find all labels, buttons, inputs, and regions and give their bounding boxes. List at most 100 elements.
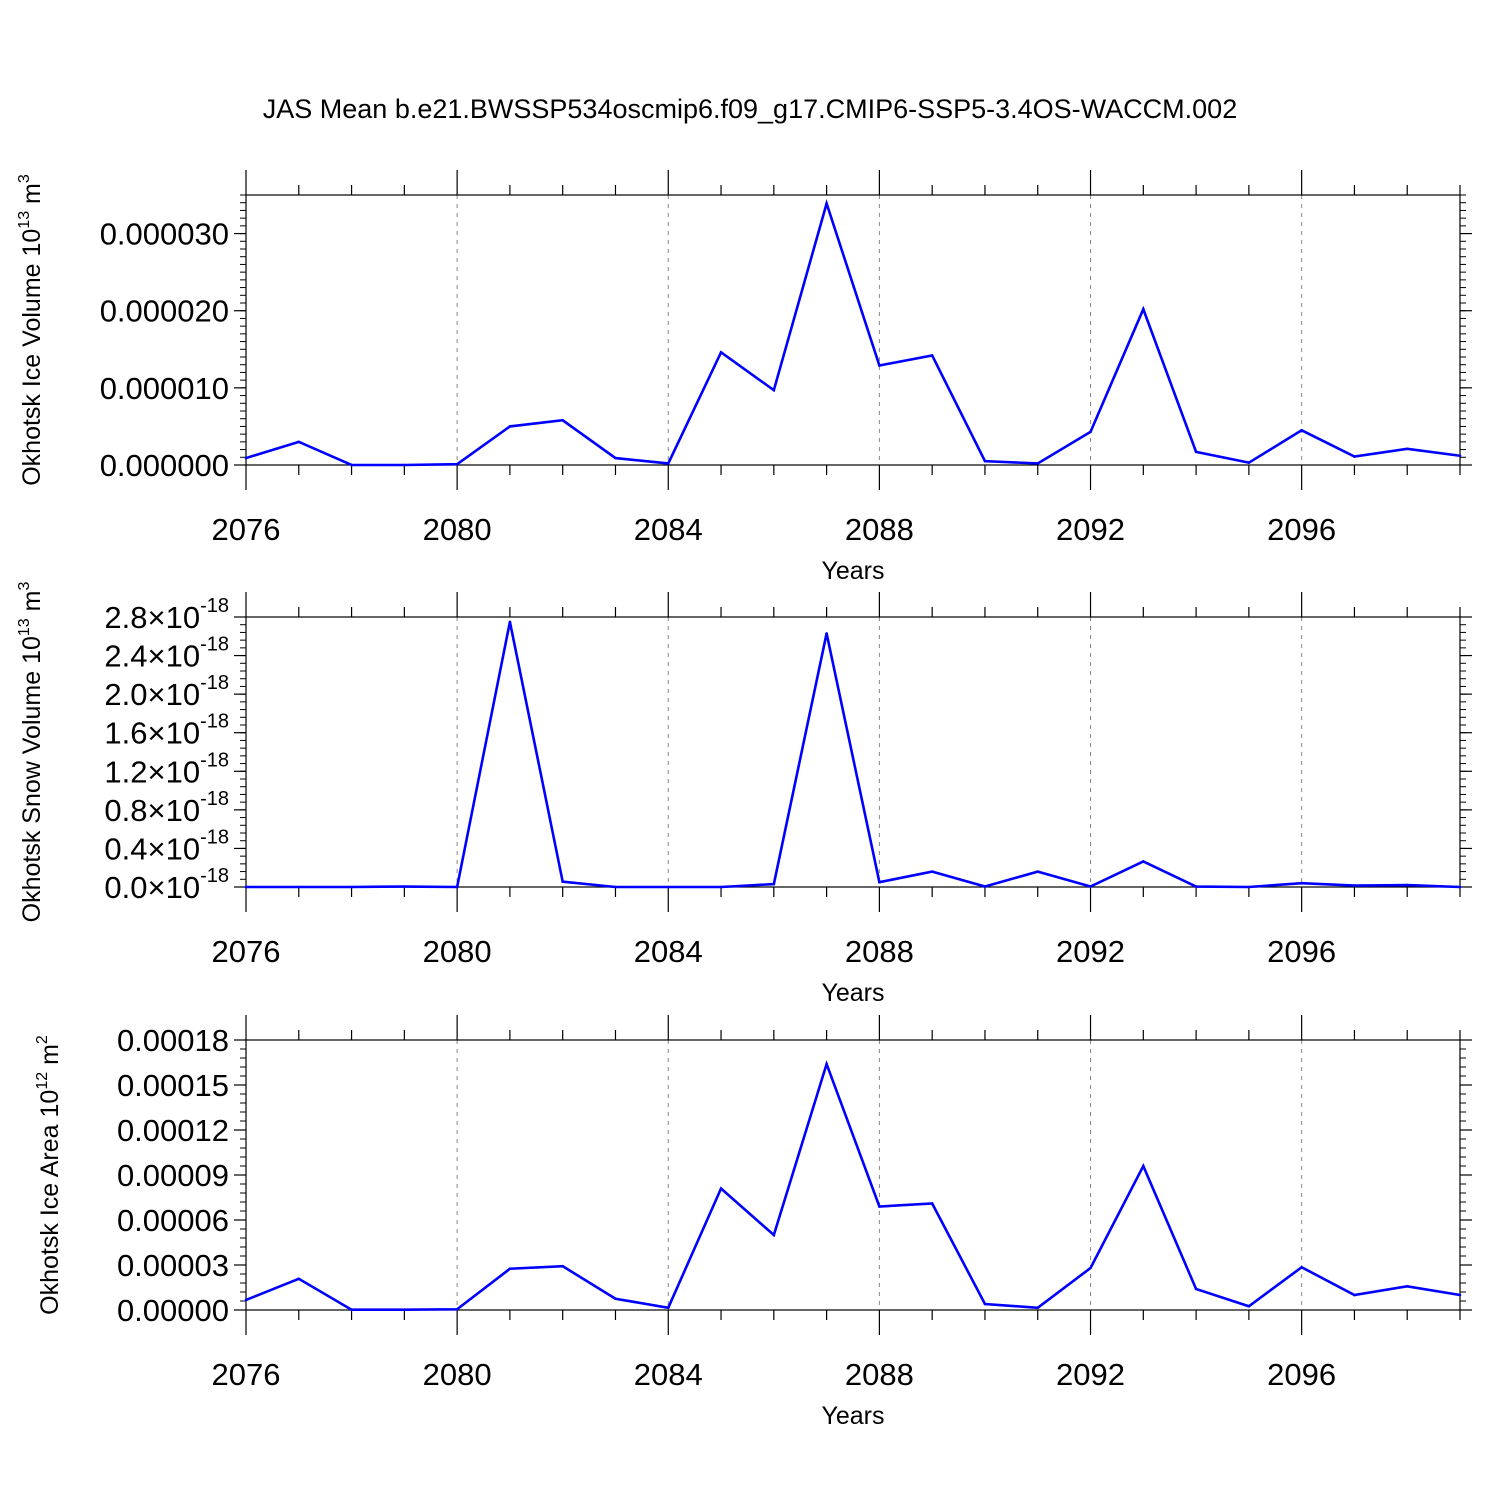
data-point bbox=[983, 1302, 987, 1306]
y-tick-label: 0.000030 bbox=[100, 217, 229, 252]
data-point bbox=[455, 885, 459, 889]
data-point bbox=[244, 1298, 248, 1302]
data-point bbox=[1089, 430, 1092, 434]
data-point bbox=[1458, 1293, 1462, 1297]
series-line bbox=[245, 199, 1461, 467]
x-tick-label: 2096 bbox=[1267, 1357, 1336, 1392]
data-point bbox=[772, 882, 776, 886]
data-point bbox=[983, 459, 987, 463]
y-tick-label: 0.000010 bbox=[100, 371, 229, 406]
data-point bbox=[719, 885, 723, 889]
chart-panel-3: 2076 2080 2084 2088 2092 2096 Years 0.00000 0.00… bbox=[34, 1015, 1472, 1430]
data-point bbox=[1405, 1285, 1409, 1288]
y-tick-label: 1.6×10-18 bbox=[104, 711, 229, 751]
y-tick-label: 0.8×10-18 bbox=[104, 788, 229, 828]
x-tick-label: 2096 bbox=[1267, 934, 1336, 969]
data-point bbox=[1353, 1293, 1356, 1297]
data-point bbox=[1036, 462, 1040, 465]
chart-panel-2: 2076 2080 2084 2088 2092 2096Years0.0×10-180.… bbox=[16, 582, 1472, 1007]
x-tick-label: 2084 bbox=[634, 934, 703, 969]
y-tick-label: 0.00015 bbox=[117, 1068, 229, 1103]
data-point bbox=[350, 1308, 353, 1311]
data-point bbox=[719, 1187, 723, 1190]
data-point bbox=[614, 885, 617, 889]
y-tick-label: 0.000020 bbox=[100, 294, 229, 329]
data-point bbox=[561, 880, 564, 883]
data-point bbox=[614, 1297, 617, 1301]
data-point bbox=[403, 1308, 406, 1311]
data-point bbox=[1089, 885, 1092, 888]
data-point bbox=[297, 1277, 301, 1281]
data-point bbox=[1405, 447, 1409, 451]
data-point bbox=[614, 456, 617, 460]
data-point bbox=[1353, 455, 1356, 458]
data-point bbox=[455, 1307, 459, 1311]
x-tick-label: 2088 bbox=[845, 512, 914, 547]
x-tick-label: 2076 bbox=[212, 1357, 281, 1392]
data-point bbox=[455, 462, 459, 466]
x-axis-label: Years bbox=[821, 1402, 884, 1430]
data-point bbox=[825, 632, 828, 635]
data-point bbox=[1194, 450, 1198, 454]
data-point bbox=[350, 885, 353, 889]
x-tick-label: 2092 bbox=[1056, 1357, 1125, 1392]
y-tick-label: 0.00009 bbox=[117, 1158, 229, 1193]
data-point bbox=[930, 1202, 934, 1205]
data-point bbox=[772, 1233, 776, 1237]
data-point bbox=[1247, 1304, 1251, 1308]
data-point bbox=[1036, 1306, 1040, 1310]
data-point bbox=[719, 351, 723, 354]
y-tick-label: 0.00003 bbox=[117, 1248, 229, 1283]
data-point bbox=[244, 885, 248, 889]
plot-frame bbox=[245, 616, 1461, 888]
data-point bbox=[825, 202, 828, 205]
data-point bbox=[508, 620, 512, 624]
data-point bbox=[1405, 883, 1409, 887]
x-tick-label: 2076 bbox=[212, 512, 281, 547]
data-point bbox=[1300, 428, 1303, 432]
data-point bbox=[825, 1062, 828, 1066]
x-tick-label: 2088 bbox=[845, 1357, 914, 1392]
data-point bbox=[1142, 860, 1145, 863]
data-point bbox=[1458, 885, 1462, 889]
data-point bbox=[403, 885, 406, 888]
data-point bbox=[930, 354, 934, 357]
data-point bbox=[666, 885, 670, 889]
figure-title: JAS Mean b.e21.BWSSP534oscmip6.f09_g17.C… bbox=[263, 94, 1237, 124]
data-point bbox=[666, 462, 670, 465]
data-point bbox=[1300, 1265, 1303, 1269]
x-tick-label: 2092 bbox=[1056, 512, 1125, 547]
data-point bbox=[878, 364, 881, 367]
data-point bbox=[1353, 884, 1356, 887]
series-line bbox=[245, 1059, 1461, 1311]
data-point bbox=[1458, 454, 1462, 458]
y-tick-label: 0.00018 bbox=[117, 1023, 229, 1058]
y-axis-label: Okhotsk Ice Volume 1013 m3 bbox=[16, 174, 46, 486]
plot-frame bbox=[245, 1039, 1461, 1311]
data-point bbox=[1142, 307, 1145, 311]
data-point bbox=[508, 425, 512, 428]
data-point bbox=[772, 388, 776, 392]
data-point bbox=[403, 463, 406, 467]
x-tick-label: 2084 bbox=[634, 512, 703, 547]
data-point bbox=[983, 885, 987, 888]
data-point bbox=[878, 880, 881, 884]
y-axis-label: Okhotsk Ice Area 1012 m2 bbox=[34, 1035, 64, 1315]
y-tick-label: 1.2×10-18 bbox=[104, 749, 229, 789]
x-tick-label: 2080 bbox=[423, 1357, 492, 1392]
x-tick-label: 2076 bbox=[212, 934, 281, 969]
data-point bbox=[508, 1267, 512, 1271]
y-tick-label: 0.00000 bbox=[117, 1293, 229, 1328]
y-axis-label: Okhotsk Snow Volume 1013 m3 bbox=[16, 582, 46, 923]
data-point bbox=[1300, 881, 1303, 885]
y-tick-label: 0.4×10-18 bbox=[104, 826, 229, 866]
y-tick-label: 0.00006 bbox=[117, 1203, 229, 1238]
data-point bbox=[1194, 1287, 1198, 1291]
plot-frame bbox=[245, 194, 1461, 466]
y-tick-label: 0.000000 bbox=[100, 448, 229, 483]
x-tick-label: 2092 bbox=[1056, 934, 1125, 969]
x-tick-label: 2084 bbox=[634, 1357, 703, 1392]
y-tick-label: 0.00012 bbox=[117, 1113, 229, 1148]
data-point bbox=[1089, 1266, 1092, 1270]
